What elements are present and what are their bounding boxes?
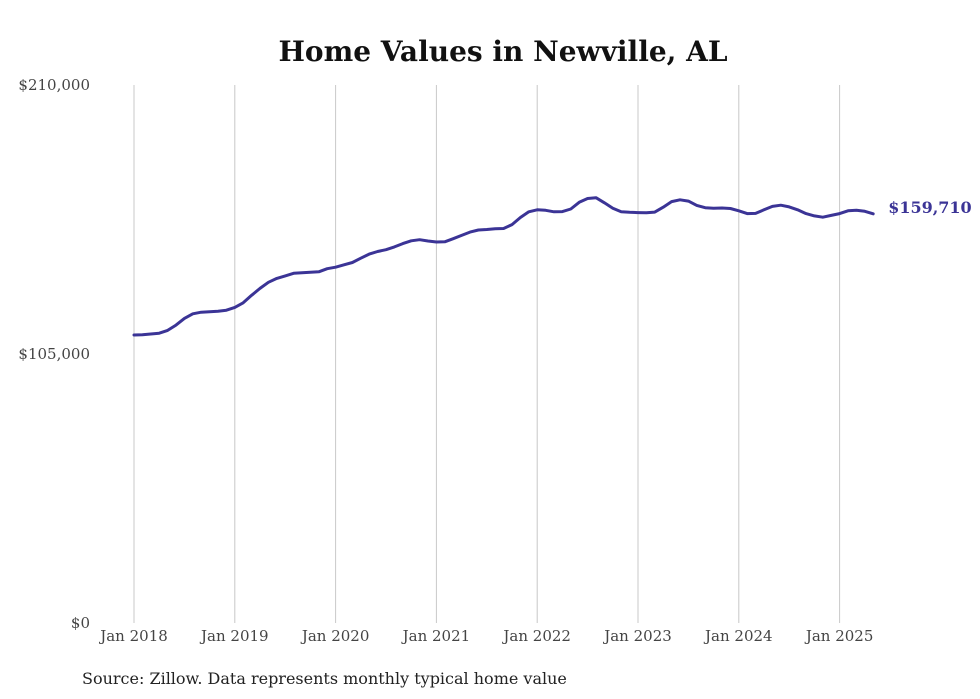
x-tick-label-5: Jan 2023 xyxy=(602,627,672,645)
y-tick-label-2: $210,000 xyxy=(18,76,90,94)
x-tick-label-7: Jan 2025 xyxy=(804,627,874,645)
gridlines xyxy=(133,85,841,623)
chart-title: Home Values in Newville, AL xyxy=(278,35,727,68)
x-tick-label-4: Jan 2022 xyxy=(501,627,571,645)
series-end-label-0: $159,710 xyxy=(888,198,972,217)
x-tick-label-1: Jan 2019 xyxy=(199,627,269,645)
series-layer: $159,710 xyxy=(132,196,972,337)
x-tick-label-6: Jan 2024 xyxy=(703,627,773,645)
series-line-0 xyxy=(132,196,875,337)
x-tick-label-0: Jan 2018 xyxy=(98,627,168,645)
y-tick-label-1: $105,000 xyxy=(18,345,90,363)
x-axis-ticks: Jan 2018 Jan 2019 Jan 2020 Jan 2021 Jan 2022… xyxy=(98,627,873,645)
x-tick-label-2: Jan 2020 xyxy=(300,627,370,645)
y-tick-label-0: $0 xyxy=(71,614,90,632)
x-tick-label-3: Jan 2021 xyxy=(401,627,471,645)
y-axis-ticks: $0 $105,000 $210,000 xyxy=(18,76,90,632)
source-note: Source: Zillow. Data represents monthly … xyxy=(82,669,567,688)
